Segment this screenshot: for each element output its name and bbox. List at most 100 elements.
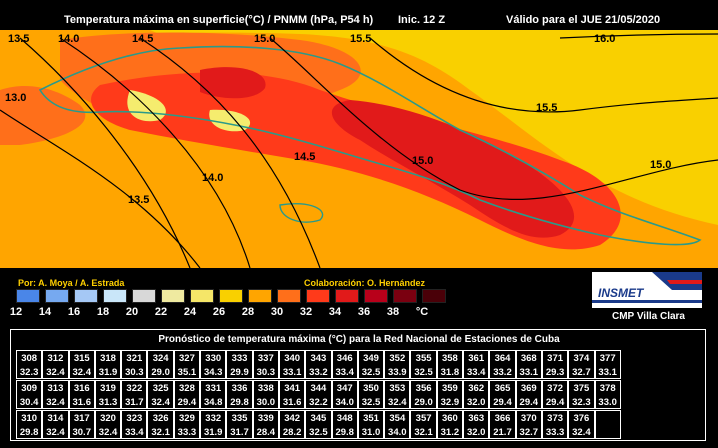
station-temp: 32.7 — [519, 427, 539, 438]
station-cell: 350 32.5 — [357, 380, 385, 409]
station-temp: 32.4 — [46, 397, 65, 408]
station-table: Pronóstico de temperatura máxima (°C) pa… — [10, 329, 706, 441]
scale-swatch — [74, 289, 98, 303]
station-number: 365 — [494, 383, 511, 394]
station-number: 341 — [284, 383, 301, 394]
station-number: 373 — [547, 413, 564, 424]
station-cell: 344 32.2 — [305, 380, 332, 409]
logo-wordmark: INSMET — [598, 286, 644, 300]
station-number: 336 — [231, 383, 248, 394]
table-row: 308 32.3 312 32.4 315 32.4 318 31.9 321 30.3 324 29… — [16, 350, 700, 380]
station-number: 347 — [336, 383, 353, 394]
station-temp: 32.5 — [309, 427, 328, 438]
station-number: 378 — [599, 383, 616, 394]
station-number: 322 — [126, 383, 143, 394]
station-number: 309 — [21, 383, 38, 394]
station-temp: 32.5 — [361, 367, 381, 378]
station-temp: 32.4 — [46, 367, 65, 378]
station-temp: 32.3 — [572, 397, 591, 408]
station-temp: 29.4 — [519, 397, 539, 408]
isobar-label: 13.5 — [8, 33, 29, 45]
station-cell: 337 30.3 — [252, 350, 279, 379]
scale-tick-label: 12 — [9, 306, 23, 318]
station-temp: 32.3 — [19, 367, 39, 378]
station-cell: 365 29.4 — [489, 380, 516, 409]
station-cell: 339 28.4 — [252, 410, 279, 439]
station-number: 318 — [100, 353, 116, 364]
field-34-west — [200, 67, 266, 99]
station-number: 314 — [47, 413, 64, 424]
station-temp: 29.4 — [177, 397, 197, 408]
isobar-label: 14.0 — [202, 172, 223, 184]
isobar-13 — [0, 109, 201, 268]
station-temp: 30.3 — [256, 367, 276, 378]
scale-swatch — [277, 289, 301, 303]
station-cell: 372 29.4 — [541, 380, 569, 409]
station-number: 329 — [179, 413, 195, 424]
station-number: 353 — [389, 383, 406, 394]
station-cell: 328 29.4 — [173, 380, 201, 409]
station-cell: 361 33.4 — [463, 350, 490, 379]
station-cell: 354 34.0 — [384, 410, 411, 439]
isobar-label: 14.0 — [58, 33, 79, 45]
station-number: 316 — [73, 383, 90, 394]
station-number: 357 — [415, 413, 432, 424]
station-temp: 31.7 — [230, 427, 249, 438]
station-number: 362 — [468, 383, 485, 394]
station-number: 319 — [100, 383, 116, 394]
station-temp: 31.3 — [98, 397, 118, 408]
station-temp: 31.7 — [125, 397, 144, 408]
station-cell: 336 29.8 — [226, 380, 253, 409]
station-number: 346 — [336, 353, 353, 364]
station-temp: 32.0 — [466, 427, 486, 438]
station-temp: 32.2 — [309, 397, 328, 408]
station-temp: 32.4 — [388, 397, 407, 408]
station-number: 337 — [257, 353, 274, 364]
station-number: 374 — [573, 353, 590, 364]
scale-tick-label: 22 — [154, 306, 168, 318]
station-cell: 359 32.9 — [436, 380, 464, 409]
map-canvas: 13.5 14.0 14.5 15.0 15.5 16.0 13.0 15.5 … — [0, 30, 718, 268]
station-cell: 369 29.4 — [515, 380, 542, 409]
station-temp: 33.0 — [598, 397, 617, 408]
temperature-map: 13.5 14.0 14.5 15.0 15.5 16.0 13.0 15.5 … — [0, 30, 718, 268]
station-number: 320 — [100, 413, 116, 424]
scale-swatch — [422, 289, 446, 303]
isobar-label: 15.0 — [650, 159, 671, 171]
station-cell: 348 29.8 — [331, 410, 358, 439]
table-row: 309 30.4 313 32.4 316 31.6 319 31.3 322 31.7 325 32… — [16, 380, 700, 410]
station-number: 339 — [257, 413, 274, 424]
station-cell: 347 34.0 — [331, 380, 358, 409]
station-temp: 32.5 — [414, 367, 433, 378]
scale-swatch — [190, 289, 214, 303]
station-cell: 341 31.6 — [278, 380, 306, 409]
station-temp: 32.9 — [440, 397, 460, 408]
station-number: 349 — [363, 353, 379, 364]
station-cell: 313 32.4 — [42, 380, 69, 409]
isobar-13-5 — [19, 37, 191, 268]
scale-tick-label: 28 — [241, 306, 255, 318]
station-temp: 29.4 — [493, 397, 512, 408]
station-cell: 323 33.4 — [121, 410, 148, 439]
station-cell: 331 34.8 — [200, 380, 227, 409]
station-number: 315 — [73, 353, 90, 364]
station-number: 332 — [205, 413, 222, 424]
station-number: 354 — [389, 413, 406, 424]
isobar-label: 15.0 — [254, 33, 275, 45]
station-temp: 29.4 — [545, 397, 565, 408]
table-row: 310 29.8 314 32.4 317 30.7 320 32.4 323 33.4 326 32… — [16, 410, 700, 440]
station-temp: 29.0 — [414, 397, 433, 408]
station-number: 323 — [126, 413, 143, 424]
station-cell: 322 31.7 — [121, 380, 148, 409]
station-temp: 31.9 — [98, 367, 118, 378]
scale-swatch — [45, 289, 69, 303]
isobar-label: 15.5 — [536, 102, 557, 114]
station-number: 312 — [47, 353, 64, 364]
station-cell: 374 32.7 — [568, 350, 595, 379]
station-cell: 316 31.6 — [68, 380, 95, 409]
station-temp: 32.4 — [151, 397, 170, 408]
station-temp: 32.1 — [414, 427, 433, 438]
isobar-15 — [269, 37, 718, 201]
station-temp: 32.4 — [98, 427, 118, 438]
station-temp: 29.3 — [545, 367, 565, 378]
